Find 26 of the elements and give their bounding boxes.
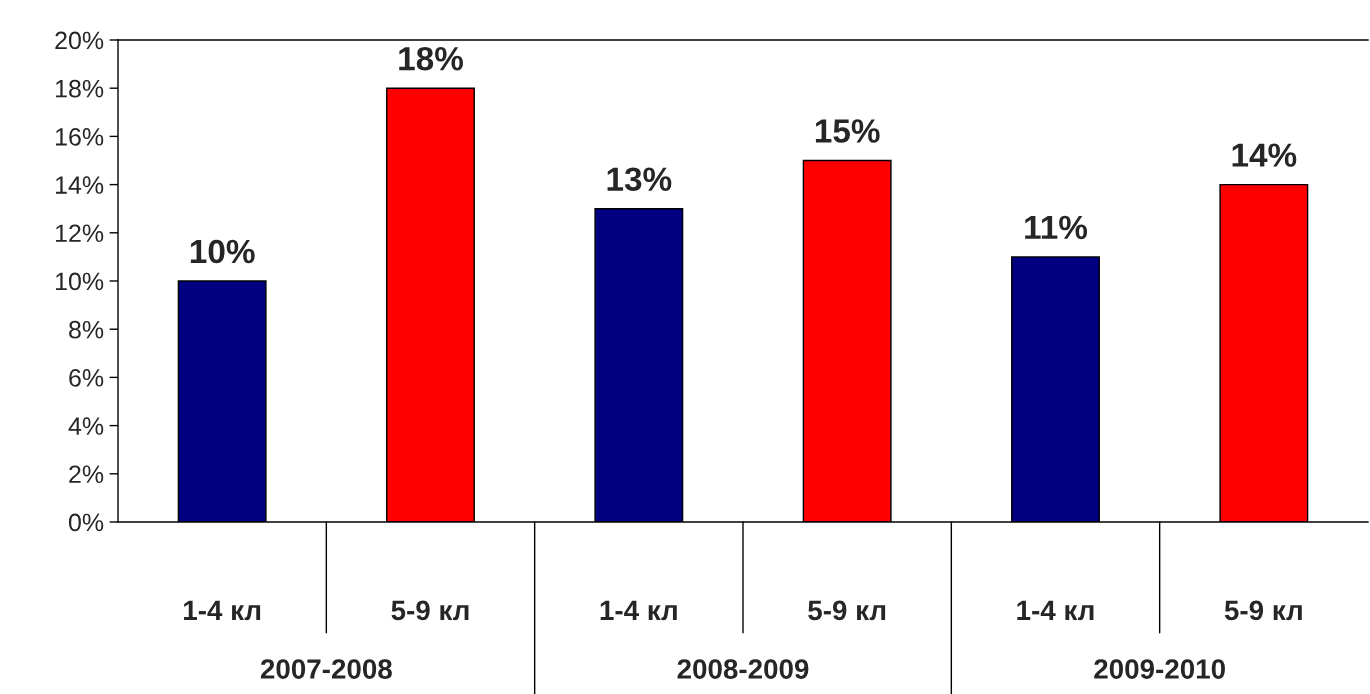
y-tick-label: 16% bbox=[55, 128, 104, 146]
x-tick-label: 1-4 кл bbox=[600, 600, 677, 621]
data-label: 10% bbox=[190, 239, 255, 264]
x-tick-label: 1-4 кл bbox=[184, 600, 261, 621]
y-tick-label: 18% bbox=[55, 79, 104, 98]
text: 2008-2009 bbox=[677, 659, 809, 679]
y-tick-label: 8% bbox=[69, 320, 104, 339]
y-tick-label: 14% bbox=[55, 176, 104, 194]
y-tick-label: 10% bbox=[55, 272, 104, 291]
data-label: 15% bbox=[815, 119, 880, 143]
y-tick-label: 2% bbox=[69, 465, 104, 484]
x-tick-label: 5-9 кл bbox=[391, 600, 469, 621]
data-label: 11% bbox=[1025, 215, 1088, 240]
x-tick-label: 5-9 кл bbox=[808, 600, 886, 621]
data-label: 13% bbox=[607, 167, 672, 192]
x-tick-label: 1-4 кл bbox=[1017, 600, 1094, 621]
text: 2007-2008 bbox=[260, 659, 392, 679]
y-tick-label: 4% bbox=[68, 417, 104, 435]
y-tick-label: 6% bbox=[69, 369, 104, 387]
y-tick-label: 0% bbox=[68, 513, 104, 532]
data-label: 14% bbox=[1232, 143, 1297, 167]
text: 2009-2010 bbox=[1094, 659, 1225, 679]
y-tick-label: 12% bbox=[55, 224, 104, 243]
data-label: 18% bbox=[399, 46, 463, 71]
x-tick-label: 5-9 кл bbox=[1224, 600, 1302, 621]
y-tick-label: 20% bbox=[55, 31, 104, 50]
